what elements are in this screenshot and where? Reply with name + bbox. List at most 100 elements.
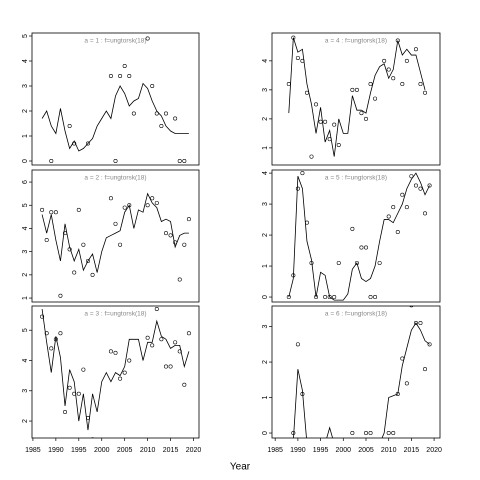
y-tick-label: 2 bbox=[262, 360, 269, 364]
point bbox=[163, 111, 168, 116]
point bbox=[418, 186, 423, 191]
point bbox=[363, 431, 368, 436]
point bbox=[118, 376, 123, 381]
point bbox=[76, 207, 81, 212]
point bbox=[113, 350, 118, 355]
point bbox=[350, 226, 355, 231]
point bbox=[58, 331, 63, 336]
panel: a = 1 : f=ungtorsk(18) 0 1 2 3 4 5 bbox=[22, 32, 200, 166]
fit-line bbox=[41, 82, 189, 152]
x-tick-label: 1990 bbox=[290, 447, 306, 454]
point bbox=[386, 431, 391, 436]
point bbox=[85, 141, 90, 146]
y-tick-label: 3 bbox=[262, 325, 269, 329]
point bbox=[409, 174, 414, 179]
point bbox=[373, 96, 378, 101]
point bbox=[286, 295, 291, 300]
point bbox=[72, 270, 77, 275]
point bbox=[423, 211, 428, 216]
point bbox=[359, 245, 364, 250]
panel-frame bbox=[271, 32, 441, 166]
x-tick-label: 2020 bbox=[426, 447, 442, 454]
panel-frame bbox=[271, 305, 441, 439]
point bbox=[391, 76, 396, 81]
x-tick-label: 1995 bbox=[71, 447, 87, 454]
point bbox=[150, 84, 155, 89]
x-tick-label: 1985 bbox=[267, 447, 283, 454]
point bbox=[295, 55, 300, 60]
point bbox=[309, 154, 314, 159]
point bbox=[49, 346, 54, 351]
x-tick-label: 2005 bbox=[117, 447, 133, 454]
panel-title: a = 4 : f=ungtorsk(18) bbox=[325, 38, 387, 45]
x-tick-label: 2015 bbox=[163, 447, 179, 454]
x-tick-label: 2010 bbox=[381, 447, 397, 454]
point bbox=[404, 205, 409, 210]
point bbox=[423, 90, 428, 95]
x-tick-label: 1990 bbox=[48, 447, 64, 454]
point bbox=[332, 122, 337, 127]
point bbox=[173, 116, 178, 121]
fit-line bbox=[41, 192, 189, 273]
point bbox=[363, 116, 368, 121]
point bbox=[286, 82, 291, 87]
point bbox=[113, 159, 118, 164]
point bbox=[404, 58, 409, 63]
plot-area bbox=[40, 307, 191, 438]
panel-frame bbox=[31, 305, 200, 439]
y-tick-label: 3 bbox=[22, 389, 29, 393]
point bbox=[404, 381, 409, 386]
point bbox=[413, 321, 418, 326]
y-tick-label: 4 bbox=[22, 358, 29, 362]
point bbox=[177, 159, 182, 164]
x-tick-label: 2005 bbox=[358, 447, 374, 454]
y-tick-label: 2 bbox=[262, 233, 269, 237]
point bbox=[177, 277, 182, 282]
point bbox=[40, 314, 45, 319]
point bbox=[336, 142, 341, 147]
x-tick-label: 1985 bbox=[25, 447, 41, 454]
point bbox=[163, 364, 168, 369]
point bbox=[427, 183, 432, 188]
point bbox=[81, 242, 86, 247]
y-tick-label: 0 bbox=[262, 431, 269, 435]
point bbox=[386, 214, 391, 219]
panel: a = 2 : f=ungtorsk(18) 1 2 3 4 5 6 bbox=[22, 169, 200, 303]
point bbox=[368, 431, 373, 436]
point bbox=[113, 221, 118, 226]
point bbox=[182, 242, 187, 247]
plot-area bbox=[291, 306, 432, 438]
x-tick-label: 2015 bbox=[404, 447, 420, 454]
point bbox=[159, 124, 164, 129]
point bbox=[323, 295, 328, 300]
point bbox=[76, 391, 81, 396]
point bbox=[359, 111, 364, 116]
point bbox=[400, 82, 405, 87]
point bbox=[90, 272, 95, 277]
x-tick-label: 2010 bbox=[140, 447, 156, 454]
panel: a = 4 : f=ungtorsk(18) 1 2 3 4 bbox=[262, 32, 441, 166]
y-tick-label: 2 bbox=[22, 109, 29, 113]
plot-area bbox=[286, 171, 432, 301]
point bbox=[186, 217, 191, 222]
point bbox=[168, 364, 173, 369]
point bbox=[304, 90, 309, 95]
point bbox=[373, 295, 378, 300]
point bbox=[295, 342, 300, 347]
y-tick-label: 2 bbox=[22, 273, 29, 277]
x-tick-label: 2000 bbox=[335, 447, 351, 454]
point bbox=[145, 203, 150, 208]
y-tick-label: 6 bbox=[22, 180, 29, 184]
panel-title: a = 5 : f=ungtorsk(18) bbox=[325, 175, 387, 182]
point bbox=[423, 367, 428, 372]
point bbox=[81, 367, 86, 372]
point bbox=[163, 231, 168, 236]
point bbox=[40, 207, 45, 212]
x-tick-label: 2020 bbox=[186, 447, 202, 454]
point bbox=[409, 306, 414, 308]
y-tick-label: 4 bbox=[22, 226, 29, 230]
point bbox=[108, 349, 113, 354]
point bbox=[395, 229, 400, 234]
panel: a = 3 : f=ungtorsk(18) 2 3 4 5 1985 1990 1995 20… bbox=[22, 305, 202, 454]
